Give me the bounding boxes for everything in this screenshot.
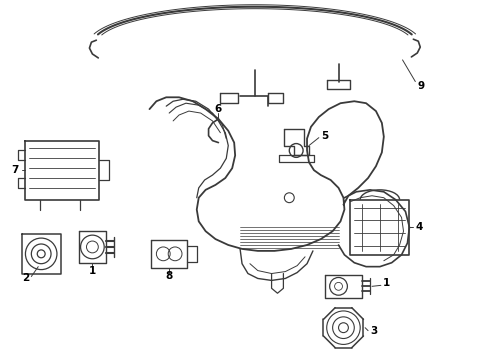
Text: 3: 3	[370, 326, 377, 336]
Text: 7: 7	[12, 165, 19, 175]
Text: 2: 2	[22, 274, 29, 283]
Text: 1: 1	[89, 266, 96, 276]
Text: 4: 4	[416, 222, 423, 232]
Text: 9: 9	[417, 81, 424, 91]
Text: 1: 1	[383, 278, 390, 288]
Text: 5: 5	[321, 131, 328, 141]
Text: 8: 8	[166, 271, 173, 282]
Text: 6: 6	[215, 104, 222, 114]
